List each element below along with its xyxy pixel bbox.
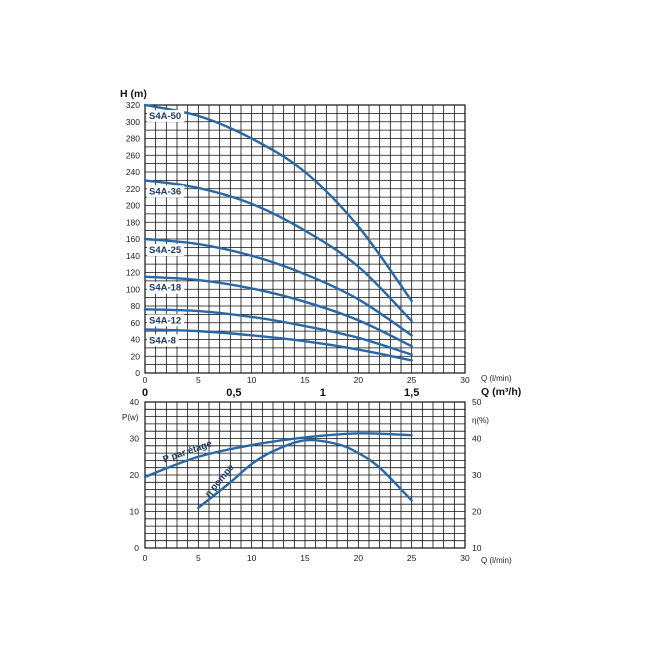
head-curves — [143, 103, 413, 362]
power-tick-label: 20 — [130, 470, 140, 480]
y-tick-label: 260 — [126, 150, 140, 160]
power-chart-grid — [145, 402, 465, 548]
x-tick-label: 10 — [247, 553, 257, 563]
efficiency-tick-label: 30 — [472, 470, 482, 480]
power-axis-title: P(w) — [122, 413, 139, 422]
head-chart-grid — [145, 105, 465, 373]
curve-label-s4a-36: S4A-36 — [149, 186, 181, 197]
head-x-axis-title: Q (l/min) — [481, 374, 512, 383]
y-tick-label: 40 — [131, 335, 141, 345]
curve-label-s4a-25: S4A-25 — [149, 245, 182, 256]
curve-label-background — [147, 185, 185, 198]
flow-m3h-axis-title: Q (m³/h) — [481, 386, 521, 398]
head-y-ticks: 0 20 40 60 80 100 120 140 160 180 200 220 240 260 280 3… — [126, 100, 140, 378]
power-tick-label: 0 — [134, 543, 139, 553]
flow-m3h-tick-label: 1,5 — [404, 387, 419, 399]
head-curve-labels: S4A-50 S4A-36 S4A-25 S4A-18 S4A-12 S4A-8 — [147, 110, 185, 347]
y-tick-label: 240 — [126, 167, 140, 177]
x-tick-label: 15 — [300, 553, 310, 563]
curve-s4a-8 — [143, 328, 413, 362]
y-tick-label: 320 — [126, 100, 140, 110]
curve-label-s4a-50: S4A-50 — [149, 111, 181, 122]
x-tick-label: 5 — [196, 375, 201, 385]
power-x-ticks: 0 5 10 15 20 25 30 — [143, 553, 470, 563]
efficiency-axis-title: η(%) — [472, 416, 489, 425]
power-efficiency-curves — [143, 432, 413, 510]
power-y-ticks: 0 10 20 30 40 — [130, 397, 140, 553]
x-tick-label: 0 — [143, 553, 148, 563]
y-tick-label: 100 — [126, 284, 140, 294]
y-tick-label: 120 — [126, 268, 140, 278]
y-tick-label: 140 — [126, 251, 140, 261]
power-tick-label: 40 — [130, 397, 140, 407]
curve-s4a-25 — [143, 237, 413, 337]
power-tick-label: 30 — [130, 434, 140, 444]
x-tick-label: 30 — [460, 375, 470, 385]
curve-label-s4a-8: S4A-8 — [149, 335, 176, 346]
curve-label-s4a-12: S4A-12 — [149, 315, 181, 326]
curve-s4a-12 — [143, 308, 413, 356]
x-tick-label: 20 — [354, 375, 364, 385]
flow-m3h-ticks: 0 0,5 1 1,5 — [142, 387, 419, 399]
flow-m3h-tick-label: 1 — [320, 387, 326, 399]
x-tick-label: 20 — [354, 553, 364, 563]
curve-label-s4a-18: S4A-18 — [149, 283, 181, 294]
curve-s4a-18 — [143, 275, 413, 348]
flow-m3h-tick-label: 0,5 — [226, 387, 241, 399]
power-tick-label: 10 — [130, 507, 140, 517]
y-tick-label: 60 — [131, 318, 141, 328]
power-efficiency-chart: P(w) η(%) 0 10 20 30 40 10 20 30 40 50 0 5 10 15 20 2… — [122, 397, 512, 565]
efficiency-tick-label: 20 — [472, 507, 482, 517]
efficiency-y-ticks: 10 20 30 40 50 — [472, 397, 482, 553]
efficiency-tick-label: 10 — [472, 543, 482, 553]
curve-label-background — [147, 110, 185, 122]
flow-m3h-tick-label: 0 — [142, 387, 148, 399]
power-chart-frame — [144, 401, 466, 549]
x-tick-label: 0 — [143, 375, 148, 385]
y-tick-label: 20 — [131, 351, 141, 361]
curve-label-background — [147, 244, 185, 256]
efficiency-tick-label: 50 — [472, 397, 482, 407]
head-axis-title: H (m) — [120, 88, 147, 100]
y-tick-label: 300 — [126, 117, 140, 127]
x-tick-label: 25 — [407, 553, 417, 563]
curve-s4a-36 — [143, 179, 413, 323]
curve-p-par-etage — [143, 432, 413, 479]
x-tick-label: 30 — [460, 553, 470, 563]
y-tick-label: 180 — [126, 217, 140, 227]
curve-pompe — [197, 438, 413, 510]
x-tick-label: 10 — [247, 375, 257, 385]
y-tick-label: 160 — [126, 234, 140, 244]
head-x-ticks: 0 5 10 15 20 25 30 — [143, 375, 470, 385]
x-tick-label: 5 — [196, 553, 201, 563]
head-curve-chart: H (m) 0204060801001201401601802002202402… — [120, 88, 521, 399]
y-tick-label: 280 — [126, 134, 140, 144]
power-x-axis-title: Q (l/min) — [481, 556, 512, 565]
y-tick-label: 200 — [126, 201, 140, 211]
x-tick-label: 25 — [407, 375, 417, 385]
x-tick-label: 15 — [300, 375, 310, 385]
curve-label-background — [147, 334, 179, 347]
efficiency-tick-label: 40 — [472, 434, 482, 444]
curve-s4a-50 — [143, 103, 413, 303]
y-tick-label: 80 — [131, 301, 141, 311]
y-tick-label: 0 — [135, 368, 140, 378]
curve-label-background — [147, 314, 185, 327]
y-tick-label: 220 — [126, 184, 140, 194]
curve-label-background — [147, 281, 185, 294]
